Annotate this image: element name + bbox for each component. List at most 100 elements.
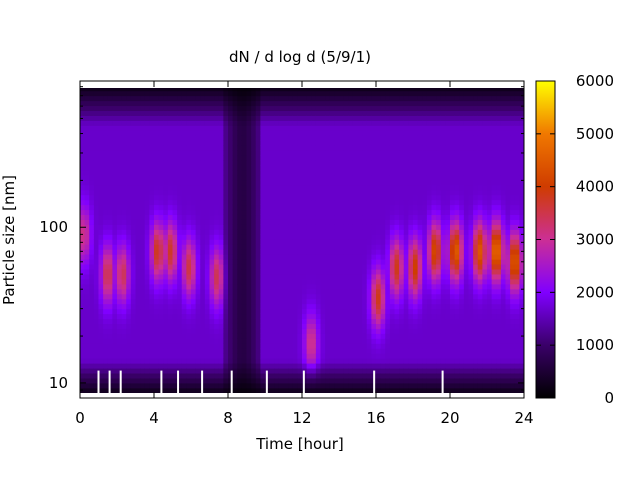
heatmap-cell: [288, 120, 294, 126]
heatmap-cell: [339, 333, 345, 339]
heatmap-cell: [394, 229, 400, 235]
heatmap-cell: [246, 155, 252, 161]
heatmap-cell: [278, 159, 284, 166]
heatmap-cell: [135, 263, 141, 270]
heatmap-cell: [403, 298, 409, 305]
heatmap-cell: [130, 155, 136, 161]
heatmap-cell: [163, 323, 169, 329]
heatmap-cell: [352, 135, 358, 141]
heatmap-cell: [329, 382, 335, 389]
heatmap-cell: [413, 387, 419, 394]
heatmap-cell: [394, 387, 400, 394]
heatmap-cell: [232, 244, 238, 250]
heatmap-cell: [186, 249, 192, 255]
heatmap-cell: [274, 268, 280, 275]
heatmap-cell: [112, 194, 118, 201]
heatmap-cell: [380, 159, 386, 166]
heatmap-cell: [408, 150, 414, 156]
heatmap-cell: [426, 189, 432, 196]
heatmap-cell: [260, 214, 266, 220]
heatmap-cell: [163, 338, 169, 344]
heatmap-cell: [329, 179, 335, 186]
heatmap-cell: [325, 169, 331, 176]
heatmap-cell: [241, 348, 247, 354]
heatmap-cell: [195, 174, 201, 181]
heatmap-cell: [292, 100, 298, 107]
heatmap-cell: [130, 348, 136, 354]
heatmap-cell: [237, 343, 243, 349]
heatmap-cell: [311, 338, 317, 344]
heatmap-cell: [426, 259, 432, 265]
heatmap-cell: [237, 244, 243, 250]
heatmap-cell: [260, 313, 266, 320]
heatmap-cell: [274, 100, 280, 107]
heatmap-cell: [334, 199, 340, 206]
heatmap-cell: [413, 313, 419, 320]
heatmap-cell: [297, 105, 303, 112]
heatmap-cell: [399, 293, 405, 300]
heatmap-cell: [399, 244, 405, 250]
heatmap-cell: [93, 194, 99, 201]
heatmap-cell: [181, 194, 187, 201]
heatmap-cell: [311, 358, 317, 364]
heatmap-cell: [380, 263, 386, 270]
heatmap-cell: [385, 259, 391, 265]
heatmap-cell: [278, 90, 284, 97]
heatmap-cell: [186, 214, 192, 220]
heatmap-cell: [320, 169, 326, 176]
heatmap-cell: [408, 254, 414, 260]
heatmap-cell: [89, 90, 95, 97]
heatmap-cell: [348, 234, 354, 240]
heatmap-cell: [362, 145, 368, 151]
heatmap-cell: [426, 363, 432, 369]
heatmap-cell: [255, 348, 261, 354]
heatmap-cell: [329, 259, 335, 265]
heatmap-cell: [241, 140, 247, 146]
heatmap-cell: [288, 313, 294, 320]
heatmap-cell: [117, 367, 123, 374]
heatmap-cell: [422, 363, 428, 369]
heatmap-cell: [329, 135, 335, 141]
heatmap-cell: [278, 199, 284, 206]
heatmap-cell: [181, 169, 187, 176]
heatmap-cell: [130, 293, 136, 300]
heatmap-cell: [292, 174, 298, 181]
heatmap-cell: [399, 224, 405, 230]
heatmap-cell: [320, 150, 326, 156]
heatmap-cell: [255, 323, 261, 329]
heatmap-cell: [223, 367, 229, 374]
heatmap-cell: [385, 293, 391, 300]
heatmap-cell: [149, 268, 155, 275]
heatmap-cell: [399, 283, 405, 290]
heatmap-cell: [422, 333, 428, 339]
heatmap-cell: [339, 387, 345, 394]
heatmap-cell: [274, 189, 280, 196]
heatmap-cell: [93, 209, 99, 216]
heatmap-cell: [158, 229, 164, 235]
heatmap-cell: [311, 278, 317, 285]
heatmap-cell: [167, 358, 173, 364]
heatmap-cell: [339, 120, 345, 126]
heatmap-cell: [251, 377, 257, 384]
heatmap-cell: [117, 85, 123, 92]
heatmap-cell: [126, 308, 132, 315]
heatmap-cell: [89, 224, 95, 230]
heatmap-cell: [172, 150, 178, 156]
heatmap-cell: [394, 268, 400, 275]
heatmap-cell: [117, 115, 123, 121]
heatmap-cell: [167, 184, 173, 191]
heatmap-cell: [241, 159, 247, 166]
heatmap-cell: [158, 100, 164, 107]
heatmap-cell: [306, 174, 312, 181]
heatmap-cell: [343, 372, 349, 379]
heatmap-cell: [149, 115, 155, 121]
heatmap-cell: [163, 259, 169, 265]
heatmap-cell: [306, 333, 312, 339]
heatmap-cell: [237, 318, 243, 324]
heatmap-cell: [265, 353, 271, 359]
heatmap-cell: [297, 278, 303, 285]
heatmap-cell: [265, 184, 271, 191]
heatmap-cell: [394, 244, 400, 250]
heatmap-cell: [297, 288, 303, 295]
heatmap-cell: [84, 90, 90, 97]
